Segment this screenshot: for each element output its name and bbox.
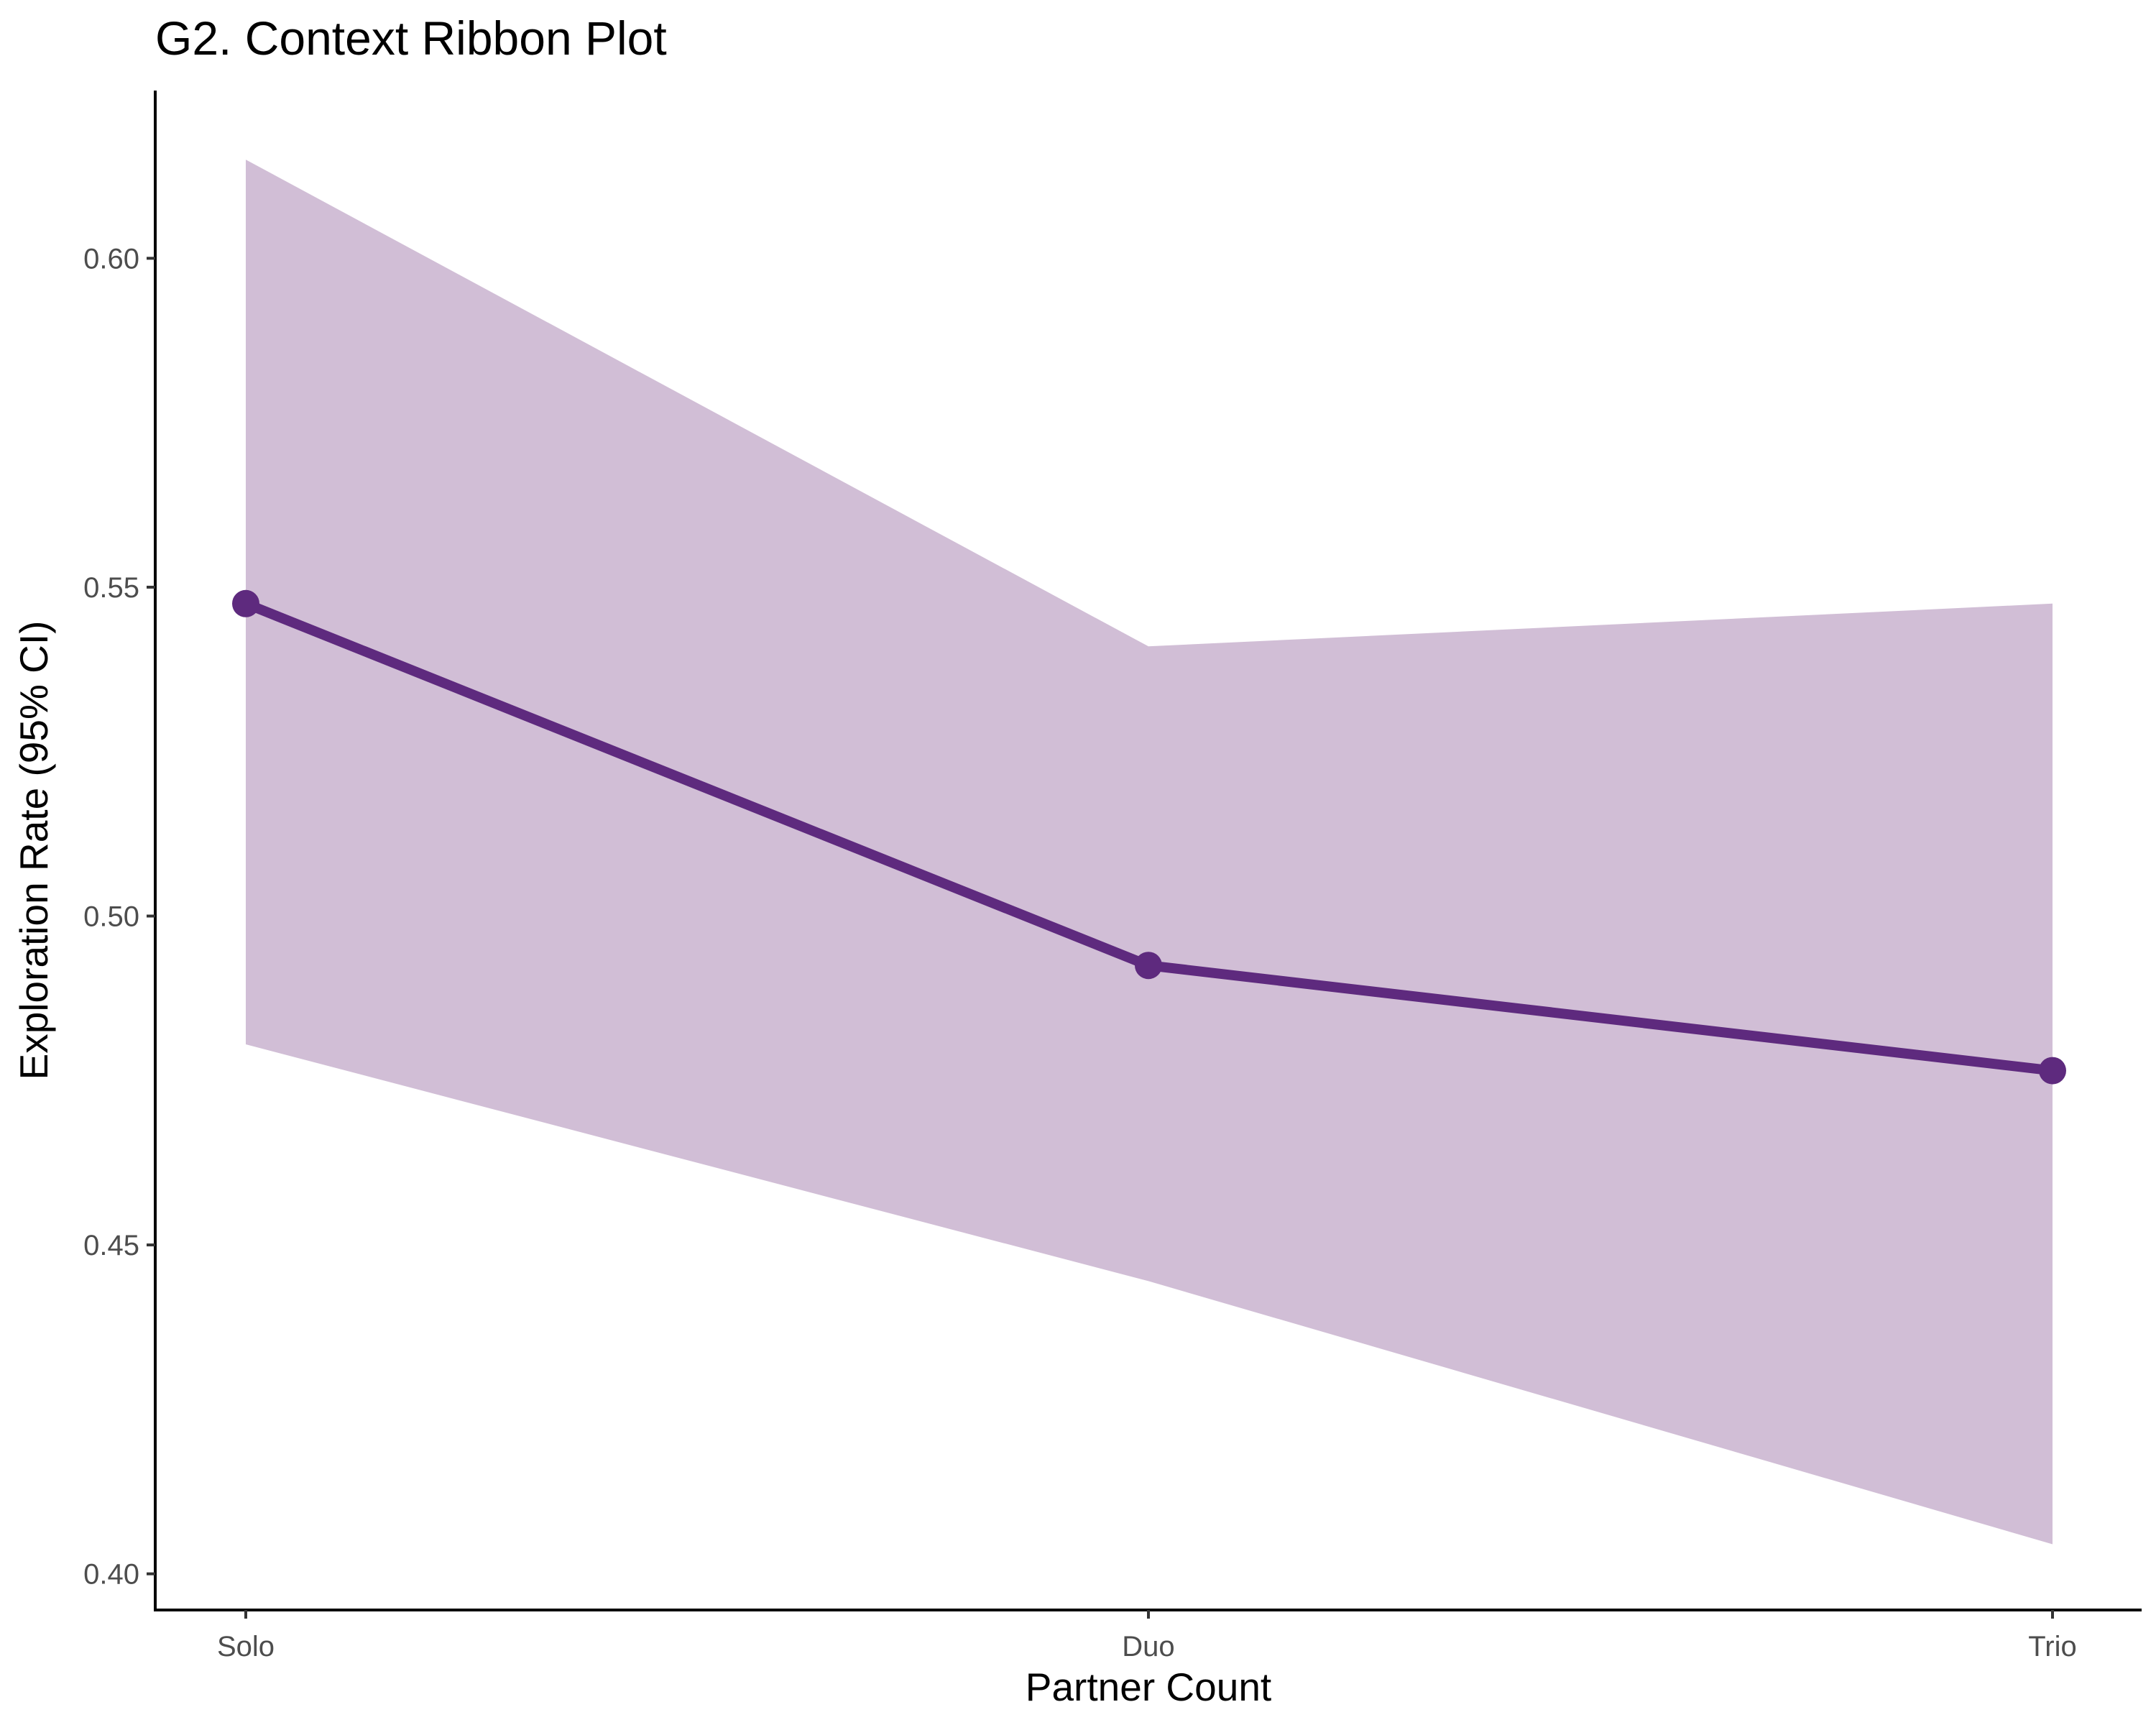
data-point-trio [2039, 1057, 2066, 1085]
y-tick-label: 0.60 [83, 243, 139, 275]
x-tick-label: Duo [1122, 1631, 1174, 1662]
x-tick-label: Trio [2028, 1631, 2076, 1662]
y-tick-label: 0.50 [83, 901, 139, 933]
x-tick-label: Solo [217, 1631, 275, 1662]
data-points [232, 589, 2066, 1085]
y-tick-label: 0.45 [83, 1230, 139, 1261]
data-point-solo [232, 589, 259, 617]
x-axis-title: Partner Count [1026, 1665, 1271, 1709]
x-axis-ticks: Solo Duo Trio [217, 1610, 2077, 1662]
y-tick-label: 0.40 [83, 1559, 139, 1591]
data-point-duo [1135, 952, 1162, 980]
ci-ribbon [246, 160, 2053, 1545]
y-axis-ticks: 0.40 0.45 0.50 0.55 0.60 [83, 243, 155, 1591]
y-tick-label: 0.55 [83, 572, 139, 604]
y-axis-title: Exploration Rate (95% CI) [11, 621, 56, 1080]
chart-title: G2. Context Ribbon Plot [155, 12, 667, 65]
